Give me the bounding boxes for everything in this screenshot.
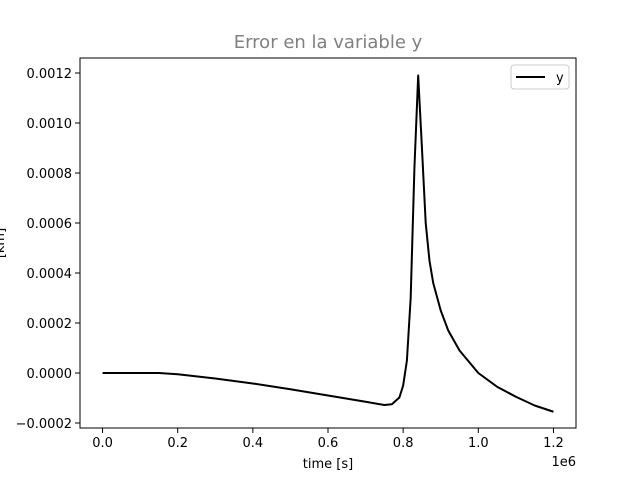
y-tick-label: 0.0008: [27, 167, 73, 182]
chart-title: Error en la variable y: [234, 32, 423, 53]
y-tick-label: 0.0010: [27, 117, 73, 132]
series-line-y: [102, 74, 554, 413]
x-tick-label: 1.0: [468, 436, 489, 451]
x-tick-label: 0.2: [167, 436, 188, 451]
y-axis-label: [km]: [0, 228, 8, 258]
y-tick-label: 0.0000: [27, 367, 73, 382]
legend: y: [510, 64, 570, 90]
x-tick-label: 0.0: [92, 436, 113, 451]
x-tick-label: 0.8: [393, 436, 414, 451]
y-tick-label: 0.0004: [27, 267, 73, 282]
x-axis-offset-label: 1e6: [551, 455, 576, 470]
y-tick-label: −0.0002: [16, 417, 72, 432]
series-layer: [102, 74, 554, 413]
legend-label-y: y: [556, 71, 564, 86]
y-axis-ticks: −0.0002 0.0000 0.0002 0.0004 0.0006 0.0008 0.0…: [16, 67, 80, 432]
x-tick-label: 1.2: [543, 436, 564, 451]
y-tick-label: 0.0012: [27, 67, 73, 82]
y-tick-label: 0.0002: [27, 317, 73, 332]
x-axis-ticks: 0.0 0.2 0.4 0.6 0.8 1.0 1.2: [92, 428, 564, 451]
x-tick-label: 0.6: [318, 436, 339, 451]
y-tick-label: 0.0006: [27, 217, 73, 232]
x-axis-label: time [s]: [303, 457, 353, 472]
x-tick-label: 0.4: [243, 436, 264, 451]
